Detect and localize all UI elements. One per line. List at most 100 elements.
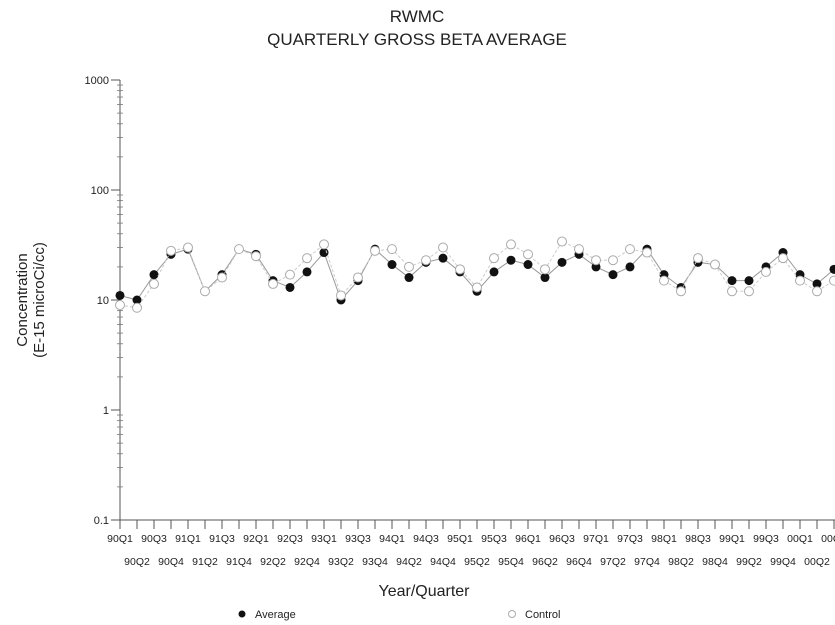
x-tick-label: 92Q4 (294, 556, 320, 568)
data-point-average (302, 267, 312, 277)
x-tick-label: 94Q3 (413, 533, 439, 545)
data-point-control (523, 249, 533, 260)
data-point-control (234, 244, 244, 255)
x-tick-label: 97Q1 (583, 533, 609, 545)
data-point-average (489, 267, 499, 277)
data-point-average (149, 270, 159, 280)
data-point-control (812, 286, 822, 297)
x-tick-label: 92Q2 (260, 556, 286, 568)
data-point-average (506, 255, 516, 265)
x-tick-label: 98Q3 (685, 533, 711, 545)
chart-subtitle: QUARTERLY GROSS BETA AVERAGE (267, 30, 567, 49)
data-point-average (829, 264, 835, 274)
y-axis-label-line2: (E-15 microCi/cc) (31, 242, 48, 358)
data-point-control (200, 286, 210, 297)
y-tick-label: 1 (103, 405, 109, 417)
data-point-control (268, 278, 278, 289)
data-point-control (387, 244, 397, 255)
data-point-control (353, 272, 363, 283)
x-tick-label: 92Q3 (277, 533, 303, 545)
y-tick-label: 10 (97, 295, 109, 307)
x-tick-label: 99Q4 (770, 556, 796, 568)
x-tick-label: 98Q2 (668, 556, 694, 568)
x-tick-label: 96Q3 (549, 533, 575, 545)
x-tick-label: 94Q2 (396, 556, 422, 568)
data-point-control (506, 239, 516, 250)
data-point-control (285, 269, 295, 280)
x-tick-label: 95Q2 (464, 556, 490, 568)
data-point-control (557, 236, 567, 247)
data-point-control (778, 253, 788, 264)
y-tick-label: 100 (91, 185, 109, 197)
data-point-control (319, 239, 329, 250)
data-point-control (455, 264, 465, 275)
legend-label-control: Control (525, 609, 560, 621)
data-point-control (574, 244, 584, 255)
data-point-average (608, 270, 618, 280)
x-tick-label: 98Q1 (651, 533, 677, 545)
data-point-control (693, 253, 703, 264)
series-line-control (119, 240, 835, 309)
x-tick-label: 90Q1 (107, 533, 133, 545)
x-tick-label: 92Q1 (243, 533, 269, 545)
data-point-average (523, 260, 533, 270)
x-tick-label: 90Q4 (158, 556, 184, 568)
x-tick-label: 96Q1 (515, 533, 541, 545)
data-point-average (744, 276, 754, 286)
data-point-average (812, 279, 822, 289)
x-tick-label: 91Q4 (226, 556, 252, 568)
x-tick-label: 96Q4 (566, 556, 592, 568)
x-axis-label: Year/Quarter (378, 583, 470, 600)
legend-label-average: Average (255, 609, 296, 621)
plot-area: 1000 100 10 1 0.1 90Q1 90Q2 90Q3 90Q4 91Q1 91Q2 91Q… (85, 75, 835, 568)
y-axis-label: Concentration (E-15 microCi/cc) (14, 242, 48, 358)
data-point-control (370, 245, 380, 256)
data-point-control (642, 247, 652, 258)
legend-marker-average (238, 610, 246, 618)
data-point-average (285, 282, 295, 292)
legend-marker-control (508, 610, 516, 618)
data-point-average (404, 273, 414, 283)
y-tick-label: 1000 (85, 75, 109, 87)
x-tick-label: 95Q1 (447, 533, 473, 545)
data-point-average (727, 276, 737, 286)
data-point-control (149, 278, 159, 289)
data-point-control (625, 244, 635, 255)
x-tick-label: 95Q3 (481, 533, 507, 545)
y-tick-label: 0.1 (94, 515, 109, 527)
data-point-control (251, 251, 261, 262)
x-tick-label: 00Q3 (821, 533, 835, 545)
data-point-average (132, 295, 142, 305)
data-point-control (727, 286, 737, 297)
x-tick-label: 96Q2 (532, 556, 558, 568)
data-point-control (710, 259, 720, 270)
data-point-control (608, 255, 618, 266)
data-point-control (183, 242, 193, 253)
legend: Average Control (238, 609, 560, 621)
x-tick-label: 90Q2 (124, 556, 150, 568)
data-point-control (676, 286, 686, 297)
data-point-average (625, 262, 635, 272)
data-point-control (438, 242, 448, 253)
x-tick-label: 99Q3 (753, 533, 779, 545)
data-point-control (795, 275, 805, 286)
x-tick-label: 97Q4 (634, 556, 660, 568)
data-point-average (438, 253, 448, 263)
data-point-control (489, 253, 499, 264)
data-point-control (132, 302, 142, 313)
data-point-control (659, 275, 669, 286)
data-point-control (302, 253, 312, 264)
data-point-control (217, 272, 227, 283)
y-axis-label-line1: Concentration (14, 253, 31, 346)
data-point-control (421, 255, 431, 266)
x-tick-label: 91Q2 (192, 556, 218, 568)
x-tick-label: 93Q4 (362, 556, 388, 568)
data-point-average (557, 257, 567, 267)
data-point-control (166, 245, 176, 256)
x-tick-label: 95Q4 (498, 556, 524, 568)
data-point-control (744, 286, 754, 297)
data-point-control (336, 290, 346, 301)
data-point-control (404, 261, 414, 272)
x-tick-label: 98Q4 (702, 556, 728, 568)
